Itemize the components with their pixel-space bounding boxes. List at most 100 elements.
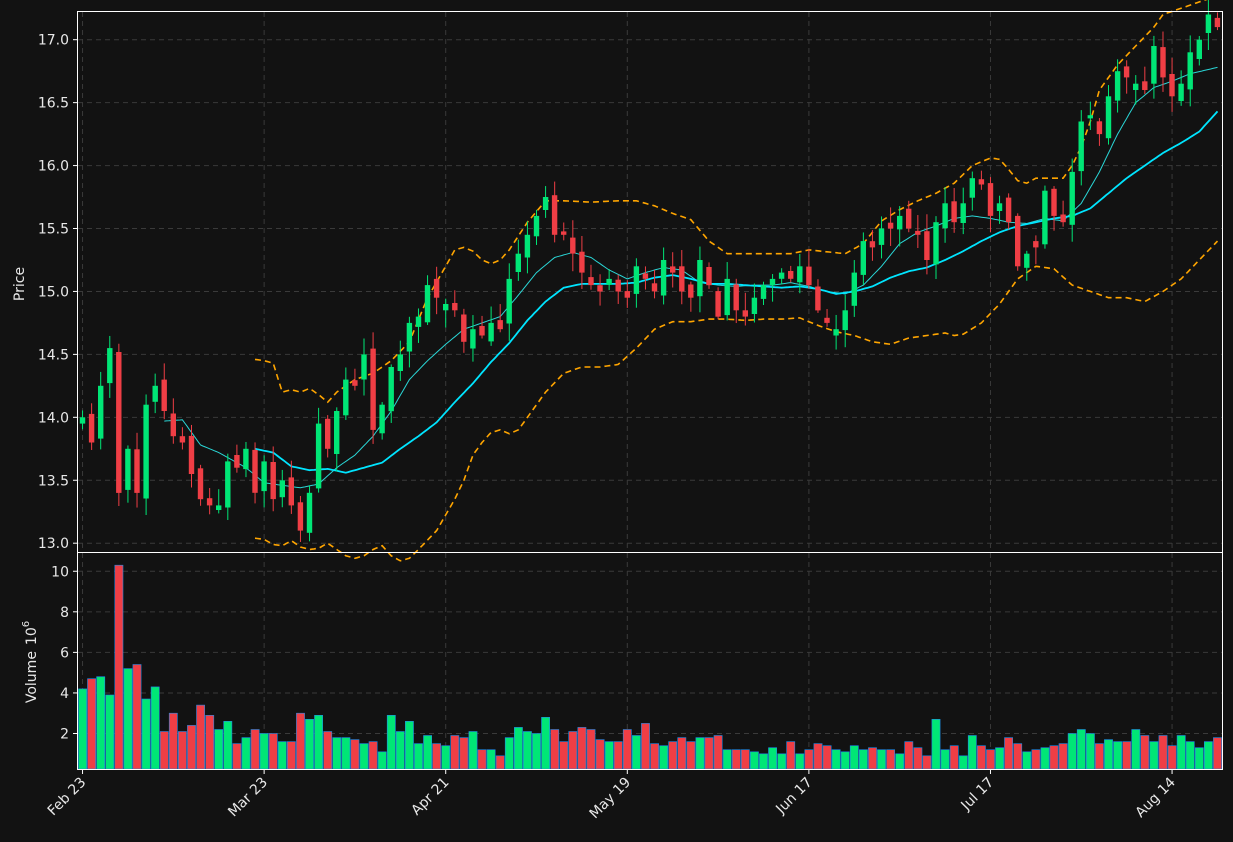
volume-bar (459, 737, 469, 770)
volume-bar (214, 729, 224, 770)
volume-y-axis-label: Volume 106 (21, 621, 40, 703)
candle-down (161, 379, 167, 411)
volume-label-exponent: 6 (21, 621, 32, 627)
volume-y-axis: 2 4 6 8 10 (51, 564, 78, 743)
volume-bar (659, 745, 668, 770)
volume-gridlines (78, 553, 1222, 769)
candle-down (733, 284, 739, 311)
candle-down (452, 303, 458, 311)
volume-bar (1185, 741, 1195, 770)
candle-down (252, 449, 258, 493)
candle-down (1060, 214, 1066, 223)
candle-down (88, 413, 95, 443)
candle-up (933, 222, 939, 265)
candle-down (325, 418, 331, 449)
volume-bar (722, 749, 732, 770)
candle-up (1196, 39, 1202, 59)
candle-up (960, 203, 966, 223)
candle-up (315, 423, 322, 489)
candle-down (887, 222, 894, 229)
candle-down (624, 291, 630, 298)
volume-bar (123, 668, 133, 770)
candle-up (1024, 253, 1030, 268)
candle-up (334, 411, 340, 454)
volume-bar (1104, 739, 1113, 770)
candle-up (1087, 115, 1093, 119)
candle-up (379, 404, 385, 434)
volume-y-tick-label: 2 (60, 727, 69, 743)
volume-bar (550, 729, 560, 770)
volume-bar (1113, 741, 1122, 770)
candle-up (1114, 71, 1121, 101)
volume-bar (532, 733, 541, 770)
candle-up (851, 272, 857, 306)
volume-label-base: 10 (24, 627, 40, 645)
candle-down (479, 326, 485, 336)
candle-down (179, 436, 186, 443)
price-y-axis-label: Price (12, 267, 28, 301)
candle-down (270, 462, 276, 500)
candle-down (197, 468, 204, 500)
volume-bar (178, 731, 187, 770)
volume-bar (522, 731, 532, 770)
volume-panel-frame (77, 552, 1223, 770)
volume-bar (1040, 747, 1050, 770)
candle-down (1015, 215, 1021, 267)
candle-down (597, 285, 603, 292)
volume-bar (731, 749, 741, 770)
volume-bar (1086, 733, 1095, 770)
volume-bar (622, 729, 632, 770)
candle-up (216, 505, 222, 510)
candle-down (579, 251, 585, 273)
price-y-tick-label: 17.0 (38, 33, 69, 49)
candle-down (570, 237, 576, 254)
candle-up (878, 228, 885, 245)
volume-bar (332, 737, 342, 770)
candle-up (1187, 52, 1193, 90)
volume-y-tick-label: 10 (51, 564, 69, 580)
candle-down (188, 435, 195, 474)
volume-bar (87, 678, 96, 770)
volume-bar (931, 718, 941, 770)
volume-bar (323, 731, 333, 770)
volume-bar (895, 753, 905, 770)
volume-bar (296, 712, 305, 770)
candle-down (1160, 47, 1166, 78)
candle-up (488, 322, 494, 342)
candle-up (1178, 83, 1184, 101)
volume-bar (877, 749, 886, 770)
volume-bar (96, 676, 106, 770)
candle-down (715, 291, 721, 317)
volume-bar (1058, 743, 1068, 770)
volume-bar (1095, 743, 1104, 770)
candle-down (116, 352, 122, 493)
candle-down (642, 273, 649, 279)
volume-bar (1213, 737, 1222, 770)
candle-down (297, 502, 304, 531)
volume-bar (314, 714, 323, 770)
candle-up (1078, 121, 1084, 172)
volume-bar (468, 731, 478, 770)
volume-bar (704, 737, 714, 770)
candle-up (306, 492, 313, 533)
volume-bar (196, 704, 205, 770)
candle-up (506, 278, 512, 324)
volume-bar (377, 751, 387, 770)
volume-bar (840, 751, 850, 770)
candle-up (107, 348, 113, 384)
candle-up (243, 448, 249, 470)
volume-bar (1149, 741, 1159, 770)
candle-down (1033, 241, 1039, 248)
candle-up (152, 385, 158, 402)
volume-bar (559, 741, 569, 770)
candle-up (542, 197, 549, 210)
volume-bar (1140, 735, 1150, 770)
candle-up (343, 379, 349, 416)
candle-down (588, 277, 594, 286)
price-y-tick-label: 14.0 (38, 410, 69, 426)
candle-down (1214, 17, 1221, 28)
price-y-tick-label: 13.0 (38, 536, 69, 552)
candle-up (606, 278, 612, 285)
